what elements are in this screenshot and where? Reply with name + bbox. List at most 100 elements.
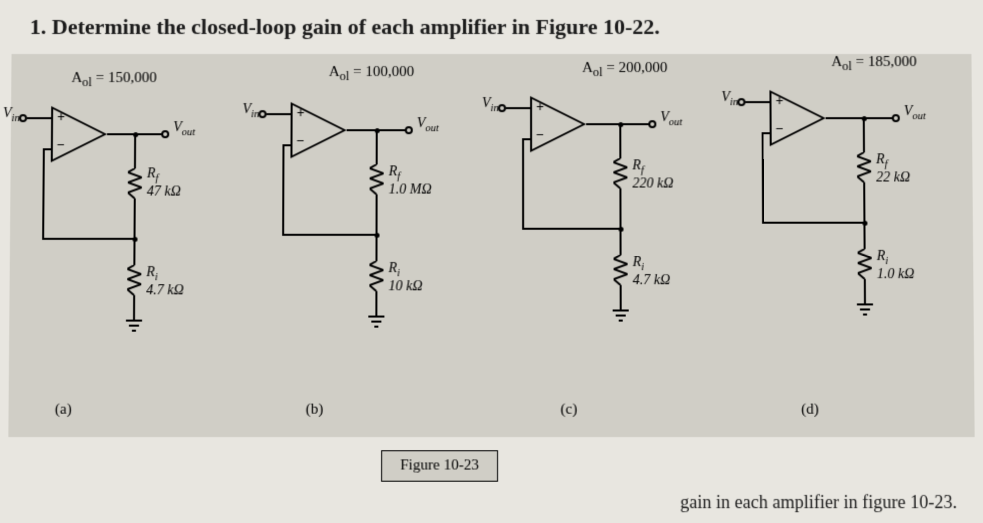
ri-sub: i xyxy=(397,268,400,279)
minus-icon: − xyxy=(536,128,544,144)
ri-sym: R xyxy=(389,261,398,276)
rf-sub: f xyxy=(155,173,158,184)
bottom-text-fragment: gain in each amplifier in figure 10-23. xyxy=(680,492,957,513)
wire xyxy=(745,101,769,103)
rf-label: Rf 22 kΩ xyxy=(876,152,910,186)
rf-val: 220 kΩ xyxy=(632,176,673,191)
ri-sym: R xyxy=(633,255,642,270)
vout-sub: out xyxy=(912,111,926,122)
ri-label: Ri 10 kΩ xyxy=(388,261,422,295)
rf-sub: f xyxy=(641,165,644,176)
plus-icon: + xyxy=(297,106,305,122)
rf-sub: f xyxy=(397,171,400,182)
wire xyxy=(375,235,377,261)
circuit-b: Aol = 100,000 Vin + − Vout xyxy=(255,68,487,427)
vout-sym: V xyxy=(417,116,426,131)
ground-icon xyxy=(855,303,875,317)
part-label: (c) xyxy=(560,402,577,419)
ri-val: 1.0 kΩ xyxy=(877,267,915,282)
wire xyxy=(863,118,865,152)
vout-label: Vout xyxy=(417,116,439,134)
wire xyxy=(762,132,764,223)
ri-sym: R xyxy=(877,249,886,264)
wire xyxy=(620,229,622,255)
vin-sub: in xyxy=(730,97,738,108)
minus-icon: − xyxy=(776,122,784,138)
ri-val: 4.7 kΩ xyxy=(146,283,184,298)
wire xyxy=(42,238,134,240)
vout-label: Vout xyxy=(660,110,682,128)
rf-sym: R xyxy=(876,152,885,167)
ri-sub: i xyxy=(885,256,888,267)
vout-terminal xyxy=(648,120,656,128)
vout-sub: out xyxy=(425,123,438,134)
vout-terminal xyxy=(405,126,413,134)
wire xyxy=(376,195,378,235)
resistor-rf xyxy=(613,158,627,188)
vin-terminal xyxy=(259,110,267,118)
vout-sym: V xyxy=(660,110,669,125)
wire xyxy=(42,148,45,239)
rf-val: 22 kΩ xyxy=(876,170,910,185)
vout-sym: V xyxy=(173,120,182,135)
wire xyxy=(762,132,772,134)
vin-sub: in xyxy=(12,113,20,124)
vin-sub: in xyxy=(491,103,499,114)
vout-sub: out xyxy=(669,117,682,128)
ri-val: 10 kΩ xyxy=(388,279,422,294)
wire xyxy=(376,130,378,164)
wire xyxy=(620,285,622,309)
wire xyxy=(134,199,136,239)
gain-label: Aol = 100,000 xyxy=(329,64,414,84)
ri-sub: i xyxy=(641,262,644,273)
resistor-ri xyxy=(858,249,872,279)
wire xyxy=(619,124,621,158)
wire xyxy=(522,138,532,140)
plus-icon: + xyxy=(57,110,65,126)
figure-area: Aol = 150,000 Vin + − Vout xyxy=(8,54,974,437)
circuit-c: Aol = 200,000 Vin + − Vout xyxy=(496,68,728,427)
minus-icon: − xyxy=(296,134,304,150)
ri-val: 4.7 kΩ xyxy=(633,273,671,288)
ri-sym: R xyxy=(146,265,155,280)
part-label: (a) xyxy=(55,402,72,419)
ri-label: Ri 4.7 kΩ xyxy=(146,265,184,299)
wire xyxy=(133,295,135,319)
wire xyxy=(506,107,530,109)
gain-text: Aol = 185,000 xyxy=(831,54,916,70)
gain-label: Aol = 185,000 xyxy=(831,54,917,74)
rf-sub: f xyxy=(885,159,888,170)
part-label: (b) xyxy=(306,402,324,419)
rf-sym: R xyxy=(147,166,156,181)
vin-sym: V xyxy=(242,102,251,117)
wire xyxy=(864,279,866,303)
resistor-rf xyxy=(128,168,142,198)
vout-label: Vout xyxy=(173,120,195,138)
vin-terminal xyxy=(19,114,27,122)
wire xyxy=(522,228,620,230)
rf-sym: R xyxy=(389,164,398,179)
resistor-ri xyxy=(614,255,628,285)
circuits-row: Aol = 150,000 Vin + − Vout xyxy=(14,68,968,427)
gain-text: Aol = 150,000 xyxy=(71,70,157,86)
wire xyxy=(27,117,51,119)
wire xyxy=(863,223,865,249)
wire xyxy=(282,144,284,235)
wire xyxy=(134,134,136,168)
plus-icon: + xyxy=(536,100,544,116)
rf-label: Rf 47 kΩ xyxy=(147,166,181,200)
gain-label: Aol = 200,000 xyxy=(582,60,667,80)
question-number: 1. xyxy=(30,14,47,39)
vin-label: Vin xyxy=(721,90,738,108)
figure-caption: Figure 10-23 xyxy=(381,450,498,481)
ground-icon xyxy=(124,320,144,334)
circuit-d: Aol = 185,000 Vin + − Vout xyxy=(735,68,968,427)
ground-icon xyxy=(611,309,631,323)
gain-text: Aol = 100,000 xyxy=(329,64,414,80)
wire xyxy=(43,148,53,150)
part-label: (d) xyxy=(801,402,819,419)
vout-terminal xyxy=(161,130,169,138)
vout-sub: out xyxy=(182,127,196,138)
vout-sym: V xyxy=(904,104,913,119)
page: 1. Determine the closed-loop gain of eac… xyxy=(0,0,983,523)
